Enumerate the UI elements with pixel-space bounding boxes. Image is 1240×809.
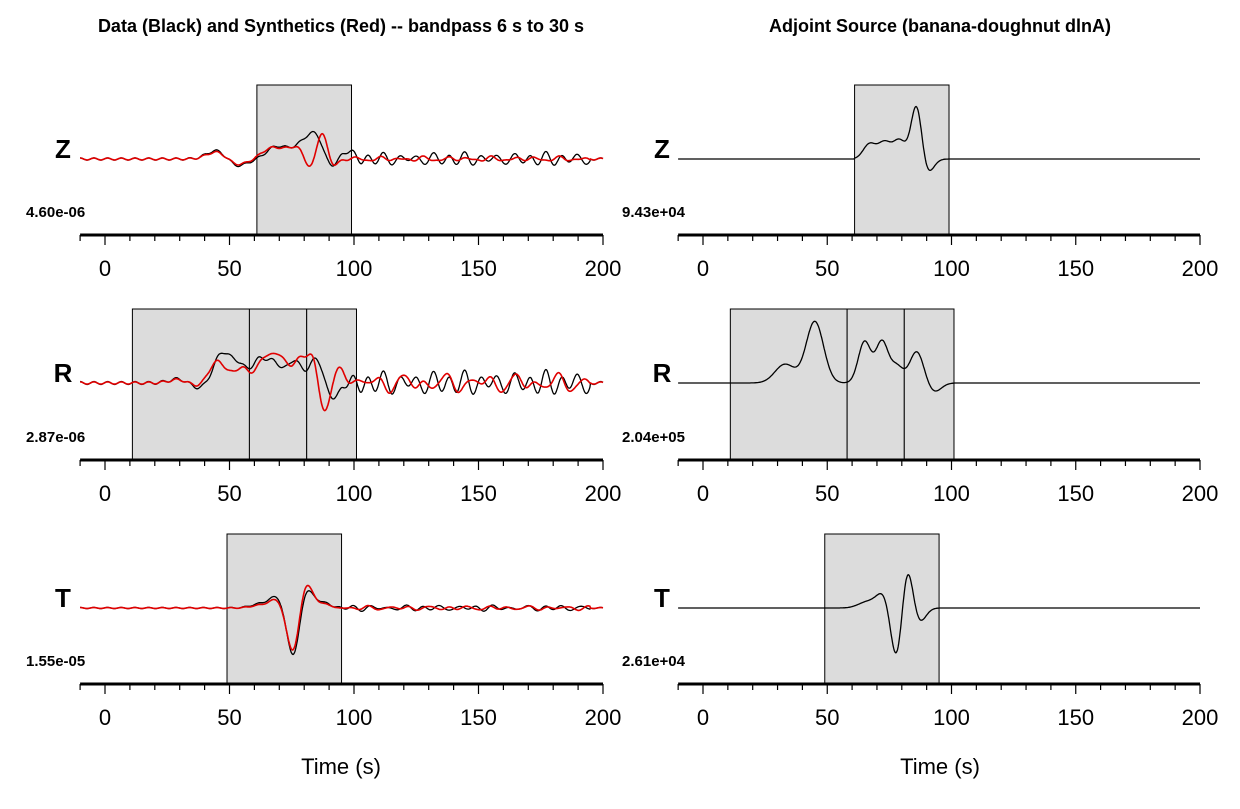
amplitude-scale-label: 2.04e+05 — [622, 429, 685, 446]
left-x-axis-label: Time (s) — [301, 754, 381, 779]
x-tick-label: 200 — [585, 481, 622, 506]
trace-adjoint — [678, 574, 1200, 654]
right-column-title: Adjoint Source (banana-doughnut dlnA) — [769, 16, 1111, 36]
component-label: R — [54, 358, 73, 388]
x-tick-label: 150 — [460, 481, 497, 506]
x-tick-label: 0 — [99, 705, 111, 730]
x-tick-label: 200 — [1182, 705, 1219, 730]
x-tick-label: 50 — [217, 705, 241, 730]
x-tick-label: 50 — [217, 481, 241, 506]
panel-adjoint-t: T 2.61e+04 0 50 100 150 200 — [622, 533, 1219, 730]
component-label: Z — [654, 134, 670, 164]
time-window-1 — [131, 308, 250, 461]
x-tick-label: 200 — [1182, 256, 1219, 281]
x-tick-label: 150 — [460, 256, 497, 281]
time-window-1 — [824, 533, 940, 685]
panel-adjoint-z: Z 9.43e+04 0 50 100 150 200 — [622, 84, 1219, 281]
x-tick-label: 50 — [815, 705, 839, 730]
x-tick-label: 100 — [336, 256, 373, 281]
x-tick-label: 100 — [933, 705, 970, 730]
left-column-title: Data (Black) and Synthetics (Red) -- ban… — [98, 16, 584, 36]
panel-seismogram-z: Z 4.60e-06 0 50 100 150 200 — [26, 84, 622, 281]
x-tick-label: 100 — [336, 705, 373, 730]
x-tick-label: 200 — [585, 256, 622, 281]
x-tick-label: 150 — [1057, 705, 1094, 730]
trace-synthetic — [80, 584, 604, 651]
x-tick-label: 100 — [933, 481, 970, 506]
x-tick-label: 150 — [460, 705, 497, 730]
right-x-axis-label: Time (s) — [900, 754, 980, 779]
x-tick-label: 200 — [585, 705, 622, 730]
time-window-2 — [248, 308, 308, 461]
trace-adjoint — [678, 320, 1200, 392]
amplitude-scale-label: 2.87e-06 — [26, 429, 85, 446]
panel-seismogram-t: T 1.55e-05 0 50 100 150 200 — [26, 533, 622, 730]
x-tick-label: 0 — [697, 256, 709, 281]
x-tick-label: 0 — [697, 481, 709, 506]
time-window-3 — [306, 308, 357, 461]
trace-adjoint — [678, 105, 1200, 171]
panels: Z 4.60e-06 0 50 100 150 200 Z 9.43e+04 0 50 100 150 2… — [26, 84, 1219, 730]
component-label: Z — [55, 134, 71, 164]
amplitude-scale-label: 2.61e+04 — [622, 653, 686, 670]
x-tick-label: 150 — [1057, 256, 1094, 281]
x-tick-label: 50 — [815, 256, 839, 281]
trace-synthetic — [80, 132, 604, 168]
time-window-1 — [226, 533, 343, 685]
amplitude-scale-label: 9.43e+04 — [622, 204, 686, 221]
component-label: T — [654, 583, 670, 613]
panel-seismogram-r: R 2.87e-06 0 50 100 150 200 — [26, 308, 622, 506]
x-tick-label: 100 — [933, 256, 970, 281]
time-window-1 — [729, 308, 848, 461]
component-label: R — [653, 358, 672, 388]
x-tick-label: 0 — [99, 256, 111, 281]
trace-synthetic — [80, 352, 604, 412]
x-tick-label: 150 — [1057, 481, 1094, 506]
component-label: T — [55, 583, 71, 613]
panel-adjoint-r: R 2.04e+05 0 50 100 150 200 — [622, 308, 1219, 506]
amplitude-scale-label: 1.55e-05 — [26, 653, 85, 670]
x-tick-label: 0 — [99, 481, 111, 506]
x-tick-label: 100 — [336, 481, 373, 506]
time-window-2 — [846, 308, 905, 461]
x-tick-label: 200 — [1182, 481, 1219, 506]
amplitude-scale-label: 4.60e-06 — [26, 204, 85, 221]
x-tick-label: 50 — [815, 481, 839, 506]
x-tick-label: 0 — [697, 705, 709, 730]
time-window-1 — [854, 84, 950, 236]
x-tick-label: 50 — [217, 256, 241, 281]
